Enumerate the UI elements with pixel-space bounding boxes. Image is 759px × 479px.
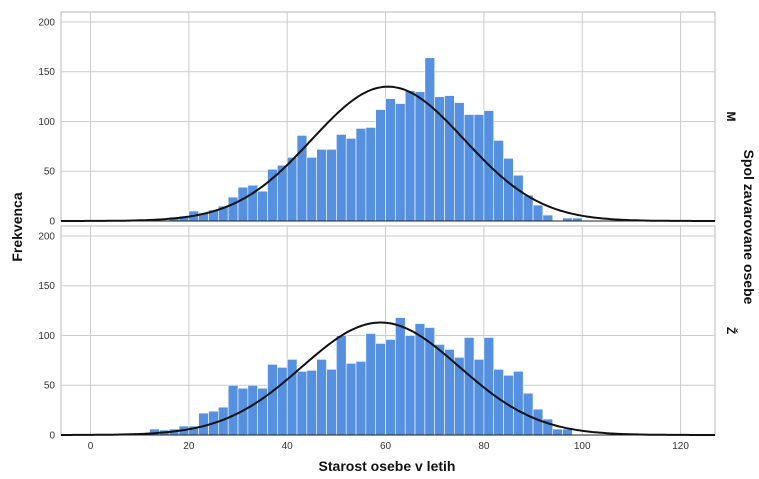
histogram-bar: [444, 95, 455, 222]
histogram-bar: [267, 168, 278, 222]
y-tick-label: 50: [44, 381, 56, 392]
x-tick-label: 120: [672, 441, 689, 452]
histogram-bar: [454, 102, 465, 222]
histogram-bar: [355, 361, 367, 436]
histogram-bar: [227, 384, 239, 436]
histogram-bar: [395, 317, 406, 436]
x-tick-label: 80: [478, 441, 490, 452]
panel-label: Ž: [724, 327, 739, 334]
histogram-bar: [532, 204, 544, 222]
histogram-bar: [286, 359, 298, 436]
histogram-bar: [375, 343, 386, 436]
histogram-bar: [463, 337, 475, 436]
normal-curve: [61, 85, 715, 222]
histogram-bar: [414, 323, 426, 436]
histogram-bar: [493, 140, 504, 222]
histogram-bar: [483, 337, 495, 436]
histogram-bar: [395, 103, 406, 222]
histogram-bar: [414, 91, 426, 222]
panel-label: M: [724, 112, 738, 122]
histogram-bar: [296, 135, 308, 222]
histogram-bar: [306, 370, 317, 436]
histogram-bar: [277, 367, 288, 436]
histogram-bar: [237, 186, 249, 222]
y-tick-label: 200: [38, 231, 55, 242]
histogram-bar: [326, 369, 337, 436]
y-tick-label: 150: [38, 281, 55, 292]
histogram-bar: [542, 214, 554, 222]
histogram-bar: [365, 333, 377, 436]
histogram-bar: [316, 149, 327, 222]
histogram-bar: [198, 412, 209, 436]
y-tick-label: 200: [38, 17, 55, 28]
histogram-bar: [375, 109, 386, 222]
histogram-bar: [385, 98, 396, 222]
histogram-bar: [336, 134, 347, 222]
y-tick-label: 100: [38, 117, 55, 128]
histogram-bar: [316, 359, 327, 436]
y-tick-label: 0: [49, 217, 55, 228]
histogram-bar: [513, 371, 524, 436]
histogram-bar: [434, 344, 445, 436]
x-tick-label: 0: [88, 441, 94, 452]
histogram-bar: [493, 369, 504, 436]
histogram-bar: [286, 157, 298, 222]
histogram-bar: [355, 128, 367, 222]
histogram-bar: [257, 190, 268, 222]
histogram-bar: [247, 384, 258, 436]
histogram-bar: [365, 127, 377, 222]
histogram-bar: [326, 149, 337, 222]
panel-z: 0 50 100 150 200 Ž: [38, 225, 739, 442]
histogram-bar: [463, 114, 475, 222]
x-tick-label: 40: [282, 441, 294, 452]
histogram-bar: [336, 335, 347, 436]
histogram-bar: [345, 363, 357, 436]
y-tick-label: 150: [38, 67, 55, 78]
histogram-bar: [473, 359, 485, 436]
histogram-bar: [424, 57, 436, 222]
histogram-bar: [513, 174, 524, 222]
histogram-bar: [473, 114, 485, 222]
x-tick-label: 100: [574, 441, 591, 452]
histogram-bar: [404, 90, 416, 222]
panel-m: 0 50 100 150 200 M: [38, 11, 738, 228]
y-axis-title: Frekvenca: [9, 192, 25, 261]
histogram-bar: [306, 157, 317, 222]
facet-title: Spol zavarovane osebe: [741, 150, 757, 305]
histogram-bar: [296, 371, 308, 436]
histogram-bar: [385, 339, 396, 436]
x-tick-label: 20: [183, 441, 195, 452]
y-tick-label: 100: [38, 331, 55, 342]
histogram-bar: [404, 335, 416, 436]
x-tick-label: 60: [380, 441, 392, 452]
histogram-bar: [267, 364, 278, 436]
x-axis-title: Starost osebe v letih: [319, 458, 456, 474]
histogram-bar: [503, 158, 514, 222]
x-axis-ticks: 0 20 40 60 80 100 120: [88, 441, 690, 452]
y-tick-label: 50: [44, 167, 56, 178]
y-tick-label: 0: [49, 431, 55, 442]
histogram-bar: [552, 428, 563, 436]
histogram-bar: [227, 196, 239, 222]
normal-curve: [61, 321, 715, 436]
histogram-bar: [345, 138, 357, 222]
